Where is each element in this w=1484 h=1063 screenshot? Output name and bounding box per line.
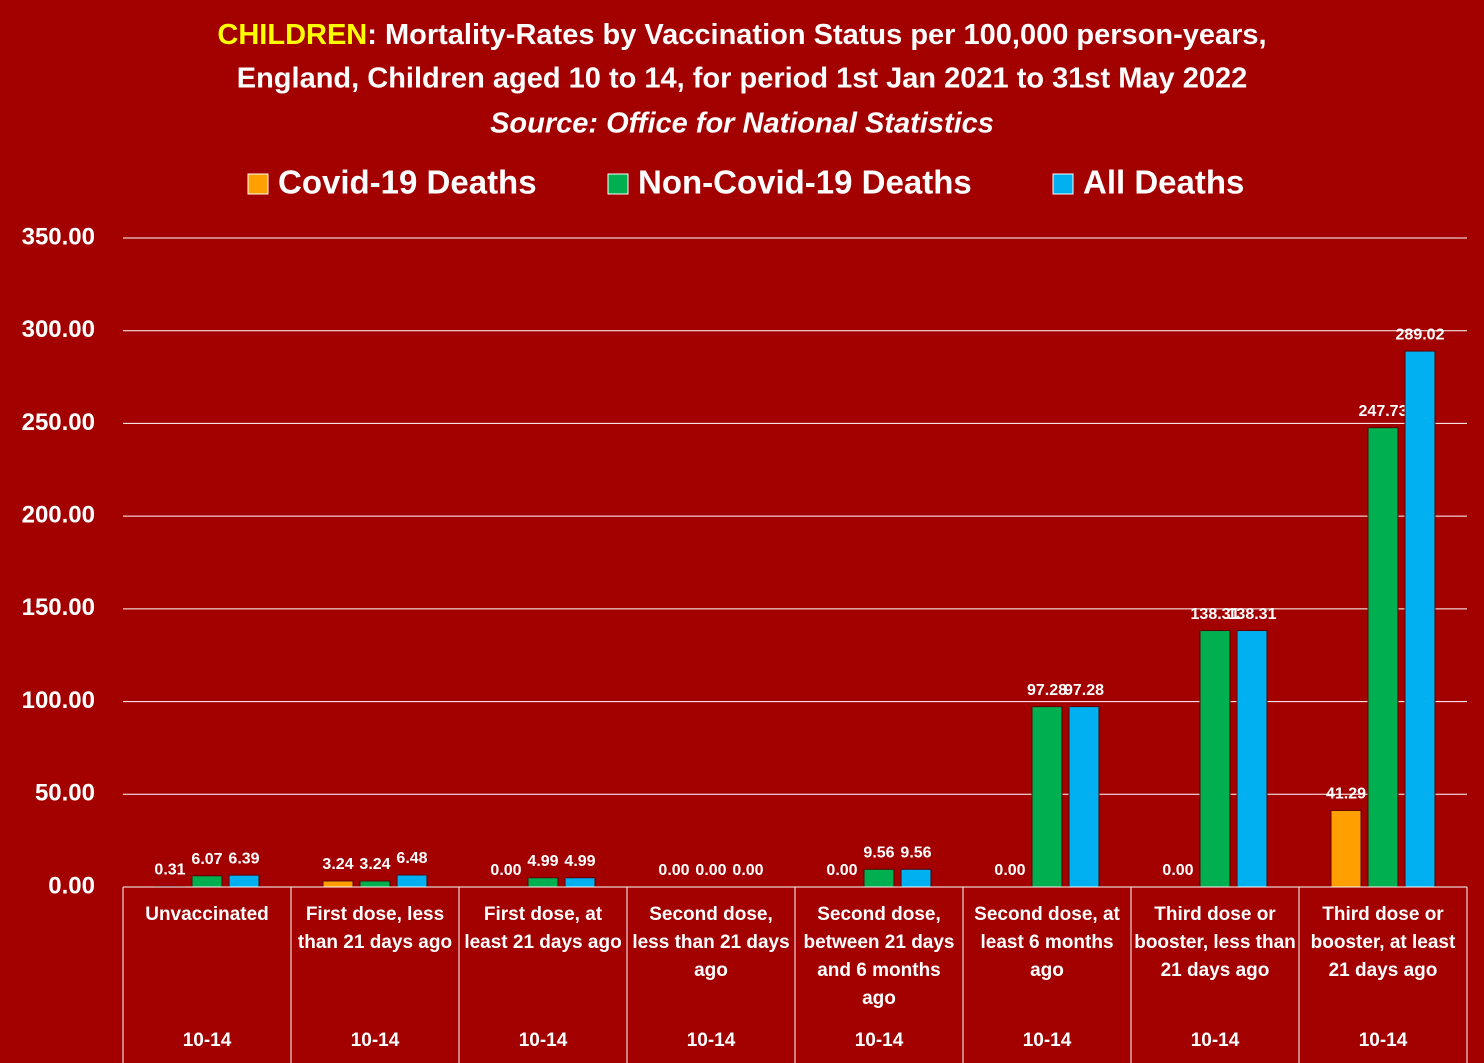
y-tick-label: 100.00 — [22, 687, 95, 714]
data-label: 0.00 — [826, 862, 857, 879]
x-tick-label: Third dose or booster, at least 21 days … — [1310, 904, 1456, 981]
legend-swatch — [1052, 173, 1074, 195]
bar — [527, 877, 559, 888]
data-label: 6.07 — [191, 851, 222, 868]
bar — [900, 868, 932, 888]
bar — [1330, 809, 1362, 888]
bar — [396, 874, 428, 888]
group-label: 10-14 — [1191, 1030, 1240, 1051]
subtitle: Source: Office for National Statistics — [490, 108, 994, 140]
data-label: 6.48 — [396, 850, 427, 867]
bar — [1404, 350, 1436, 888]
bar — [1367, 427, 1399, 888]
data-label: 138.31 — [1191, 606, 1240, 623]
y-tick-label: 300.00 — [22, 316, 95, 343]
data-label: 97.28 — [1064, 682, 1104, 699]
group-label: 10-14 — [687, 1030, 736, 1051]
x-tick-label: Third dose or booster, less than 21 days… — [1134, 904, 1296, 981]
chart-title: CHILDREN: Mortality-Rates by Vaccination… — [217, 19, 1266, 51]
y-tick-label: 150.00 — [22, 594, 95, 621]
data-label: 4.99 — [527, 853, 558, 870]
bar — [564, 877, 596, 888]
group-label: 10-14 — [1023, 1030, 1072, 1051]
data-label: 0.00 — [994, 862, 1025, 879]
legend-label: Non-Covid-19 Deaths — [638, 164, 972, 201]
x-tick-label: Second dose, less than 21 days ago — [632, 904, 790, 981]
bar — [863, 868, 895, 888]
title-highlight: CHILDREN — [217, 19, 367, 51]
data-label: 0.00 — [1162, 862, 1193, 879]
legend-swatch — [607, 173, 629, 195]
bar — [1031, 706, 1063, 888]
group-label: 10-14 — [351, 1030, 400, 1051]
bar — [322, 880, 354, 888]
y-tick-label: 250.00 — [22, 409, 95, 436]
x-tick-label: Second dose, between 21 days and 6 month… — [803, 904, 955, 1009]
y-tick-label: 50.00 — [35, 780, 95, 807]
legend-label: All Deaths — [1083, 164, 1244, 201]
data-label: 4.99 — [564, 853, 595, 870]
group-label: 10-14 — [1359, 1030, 1408, 1051]
group-label: 10-14 — [519, 1030, 568, 1051]
data-label: 0.00 — [490, 862, 521, 879]
bar — [1068, 706, 1100, 888]
data-label: 41.29 — [1326, 786, 1366, 803]
title-line: : Mortality-Rates by Vaccination Status … — [367, 19, 1266, 51]
legend-swatch — [247, 173, 269, 195]
data-label: 9.56 — [863, 844, 894, 861]
data-label: 3.24 — [359, 856, 390, 873]
group-label: 10-14 — [855, 1030, 904, 1051]
group-label: 10-14 — [183, 1030, 232, 1051]
y-tick-label: 350.00 — [22, 223, 95, 250]
data-label: 3.24 — [322, 856, 353, 873]
y-tick-label: 0.00 — [48, 872, 95, 899]
data-label: 289.02 — [1396, 326, 1445, 343]
bar — [1236, 630, 1268, 888]
data-label: 0.00 — [658, 862, 689, 879]
x-tick-label: First dose, less than 21 days ago — [297, 904, 453, 953]
x-tick-label: Second dose, at least 6 months ago — [974, 904, 1120, 981]
data-label: 97.28 — [1027, 682, 1067, 699]
data-label: 138.31 — [1228, 606, 1277, 623]
x-tick-label: First dose, at least 21 days ago — [464, 904, 622, 953]
data-label: 0.31 — [154, 862, 185, 879]
x-tick-label: Unvaccinated — [145, 904, 269, 925]
data-label: 0.00 — [695, 862, 726, 879]
data-label: 6.39 — [228, 850, 259, 867]
bar — [228, 874, 260, 888]
y-tick-label: 200.00 — [22, 501, 95, 528]
bar — [1199, 630, 1231, 888]
data-label: 0.00 — [732, 862, 763, 879]
bar — [191, 875, 223, 888]
data-label: 247.73 — [1359, 403, 1408, 420]
bar — [359, 880, 391, 888]
data-label: 9.56 — [900, 844, 931, 861]
legend-label: Covid-19 Deaths — [278, 164, 537, 201]
title-line: England, Children aged 10 to 14, for per… — [237, 63, 1248, 95]
